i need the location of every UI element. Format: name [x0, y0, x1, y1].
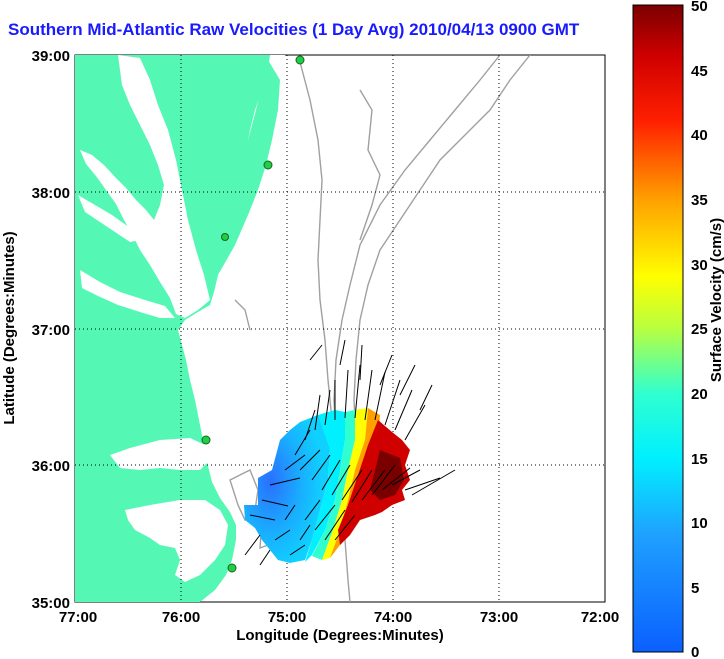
- x-axis-label: Longitude (Degrees:Minutes): [236, 627, 444, 644]
- x-tick: 76:00: [162, 609, 200, 626]
- colorbar: 50 45 40 35 30 25 20 15 10 5 0 Surface V…: [632, 0, 724, 659]
- station-markers: [201, 55, 305, 573]
- colorbar-tick: 30: [691, 257, 708, 274]
- colorbar-tick: 10: [691, 515, 708, 532]
- colorbar-tick: 25: [691, 321, 708, 338]
- velocity-vectors: [244, 339, 456, 566]
- x-tick: 74:00: [374, 609, 412, 626]
- rappahannock-river: [78, 195, 140, 242]
- x-tick: 75:00: [268, 609, 306, 626]
- chesapeake-bay: [80, 55, 210, 318]
- y-tick: 35:00: [32, 595, 70, 612]
- colorbar-label: Surface Velocity (cm/s): [708, 218, 724, 382]
- x-tick: 77:00: [59, 609, 97, 626]
- colorbar-tick: 0: [691, 644, 699, 659]
- james-river: [80, 270, 175, 318]
- map-title: Southern Mid-Atlantic Raw Velocities (1 …: [8, 20, 580, 39]
- station-5: [227, 563, 237, 573]
- y-tick: 37:00: [32, 322, 70, 339]
- velocity-field: [244, 408, 410, 563]
- pamlico-sound: [125, 500, 228, 582]
- colorbar-tick: 20: [691, 386, 708, 403]
- x-tick: 72:00: [581, 609, 619, 626]
- albemarle-sound: [110, 438, 210, 470]
- colorbar-scale: [632, 4, 684, 653]
- y-axis: 39:00 38:00 37:00 36:00 35:00 Latitude (…: [1, 48, 70, 612]
- y-tick: 38:00: [32, 185, 70, 202]
- colorbar-tick: 5: [691, 580, 699, 597]
- colorbar-tick: 15: [691, 451, 708, 468]
- station-4: [201, 435, 211, 445]
- y-tick: 39:00: [32, 48, 70, 65]
- colorbar-tick: 50: [691, 0, 708, 15]
- y-tick: 36:00: [32, 458, 70, 475]
- colorbar-tick: 35: [691, 192, 708, 209]
- station-1: [295, 55, 305, 65]
- colorbar-tick: 45: [691, 63, 708, 80]
- y-axis-label: Latitude (Degrees:Minutes): [1, 231, 18, 424]
- delaware-bay: [270, 55, 285, 70]
- x-tick: 73:00: [480, 609, 518, 626]
- x-axis: 77:00 76:00 75:00 74:00 73:00 72:00 Long…: [59, 609, 619, 644]
- colorbar-tick: 40: [691, 127, 708, 144]
- station-2: [263, 160, 273, 170]
- station-3: [221, 233, 229, 241]
